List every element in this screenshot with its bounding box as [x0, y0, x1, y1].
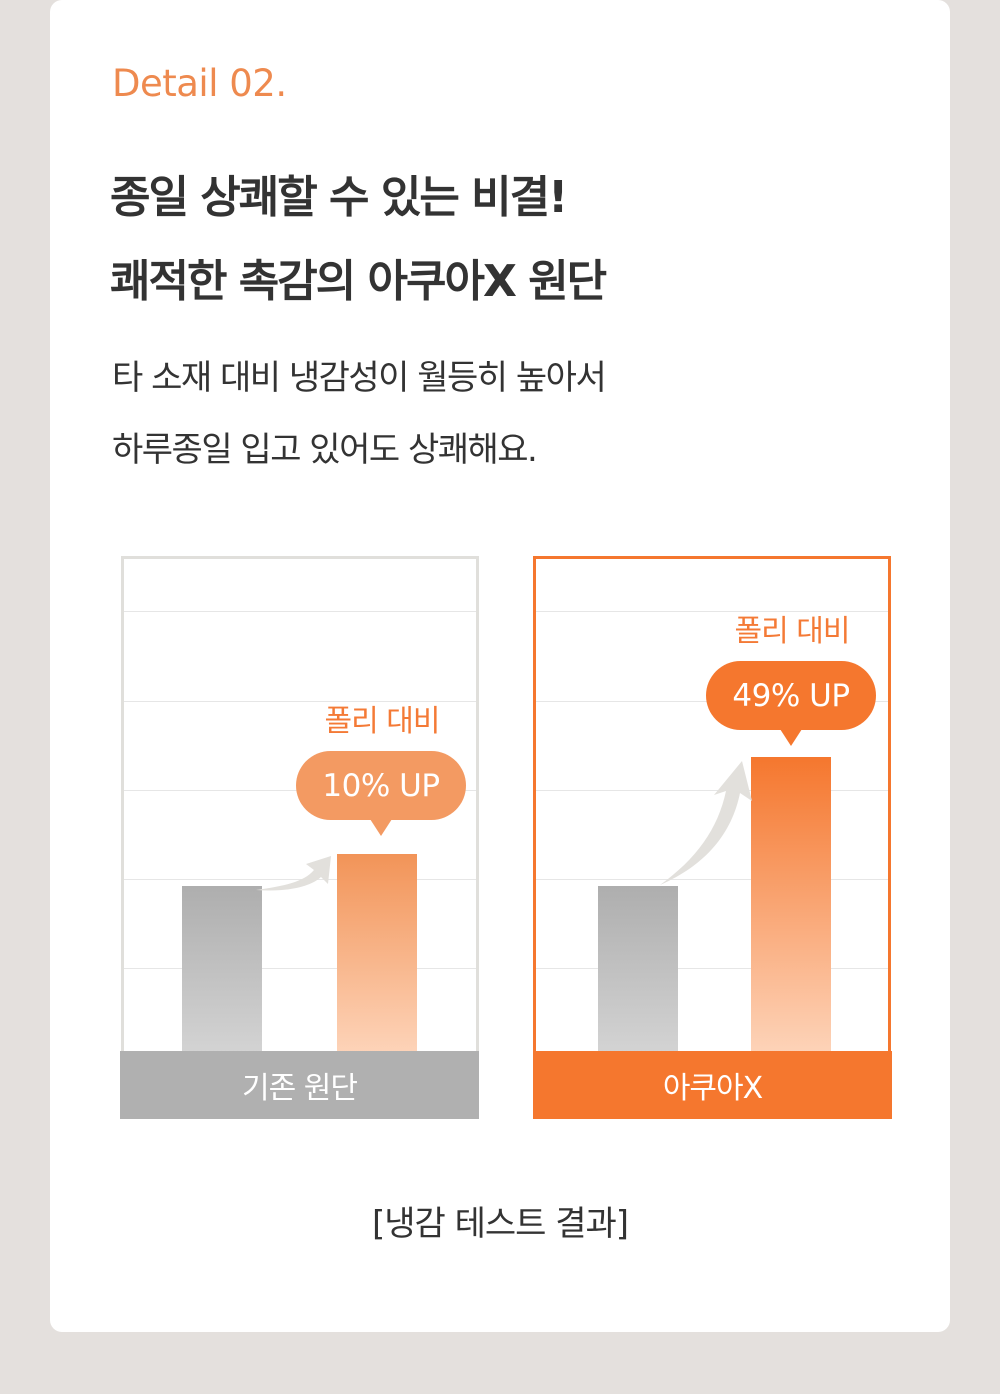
gridline [124, 701, 476, 702]
description: 타 소재 대비 냉감성이 월등히 높아서 하루종일 입고 있어도 상쾌해요. [112, 342, 607, 486]
headline-line-1: 종일 상쾌할 수 있는 비결! [110, 172, 568, 223]
chart-existing-fabric: 폴리 대비 10% UP 기존 원단 [120, 556, 479, 1120]
bar-aquax [751, 757, 831, 1052]
bar-poly-baseline [182, 886, 262, 1052]
increase-badge: 49% UP [706, 661, 876, 746]
comparison-note: 폴리 대비 [734, 614, 851, 649]
chart-label-existing: 기존 원단 [120, 1051, 479, 1119]
chart-caption: [냉감 테스트 결과] [371, 1204, 629, 1244]
bar-poly-baseline [598, 886, 678, 1052]
headline: 종일 상쾌할 수 있는 비결! 쾌적한 촉감의 아쿠아X 원단 [110, 156, 607, 324]
trend-arrow-icon [660, 761, 752, 885]
section-eyebrow: Detail 02. [112, 62, 287, 105]
headline-line-2: 쾌적한 촉감의 아쿠아X 원단 [110, 256, 607, 307]
gridline [124, 611, 476, 612]
description-line-2: 하루종일 입고 있어도 상쾌해요. [112, 430, 538, 470]
trend-arrow-icon [256, 856, 331, 891]
gridline [536, 790, 888, 791]
chart-plot-area [533, 556, 891, 1052]
increase-badge: 10% UP [296, 751, 466, 836]
chart-label-aquax: 아쿠아X [533, 1051, 892, 1119]
gridline [536, 879, 888, 880]
description-line-1: 타 소재 대비 냉감성이 월등히 높아서 [112, 358, 607, 398]
gridline [124, 968, 476, 969]
bar-existing-fabric [337, 854, 417, 1052]
gridline [536, 611, 888, 612]
gridline [124, 879, 476, 880]
gridline [536, 968, 888, 969]
comparison-note: 폴리 대비 [324, 704, 441, 739]
chart-aquax: 폴리 대비 49% UP 아쿠아X [533, 556, 892, 1120]
